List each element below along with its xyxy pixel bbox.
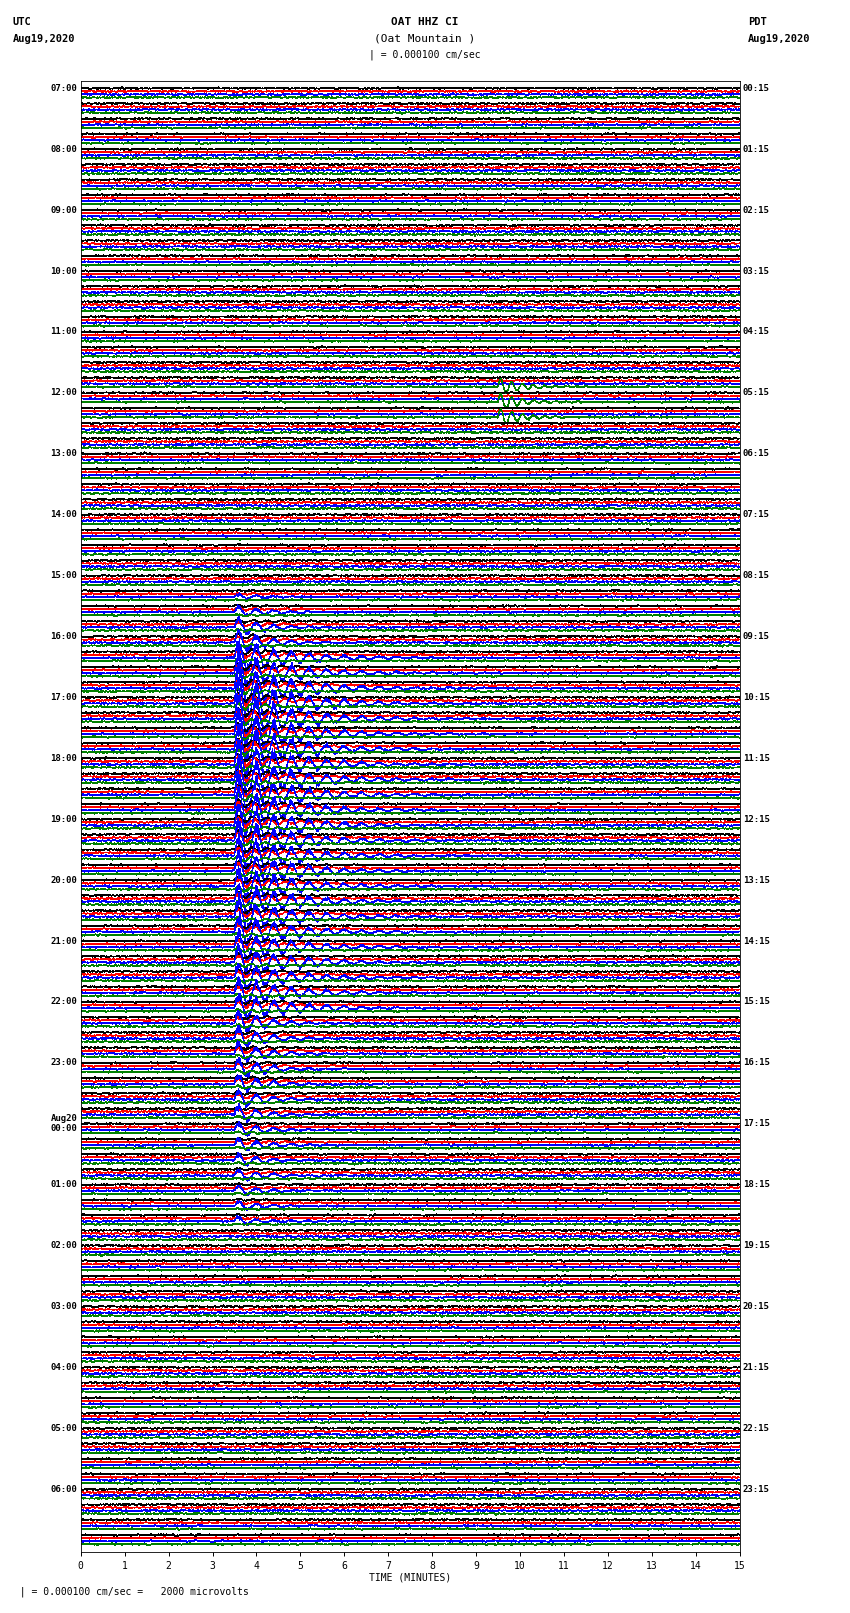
Text: 21:00: 21:00 (51, 937, 77, 945)
Text: 03:00: 03:00 (51, 1302, 77, 1311)
Text: 12:15: 12:15 (743, 815, 769, 824)
Text: 06:15: 06:15 (743, 450, 769, 458)
Text: PDT: PDT (748, 18, 767, 27)
Text: 04:15: 04:15 (743, 327, 769, 337)
Text: 14:00: 14:00 (51, 510, 77, 519)
Text: 20:15: 20:15 (743, 1302, 769, 1311)
Text: 05:15: 05:15 (743, 389, 769, 397)
Text: 09:15: 09:15 (743, 632, 769, 640)
Text: 07:00: 07:00 (51, 84, 77, 94)
Text: 22:00: 22:00 (51, 997, 77, 1007)
Text: 07:15: 07:15 (743, 510, 769, 519)
Text: 11:15: 11:15 (743, 753, 769, 763)
Text: 10:15: 10:15 (743, 694, 769, 702)
Text: 18:00: 18:00 (51, 753, 77, 763)
Text: 08:00: 08:00 (51, 145, 77, 153)
Text: 16:15: 16:15 (743, 1058, 769, 1068)
Text: 00:15: 00:15 (743, 84, 769, 94)
Text: 21:15: 21:15 (743, 1363, 769, 1373)
Text: 02:00: 02:00 (51, 1240, 77, 1250)
Text: 22:15: 22:15 (743, 1424, 769, 1432)
Text: 17:00: 17:00 (51, 694, 77, 702)
Text: 17:15: 17:15 (743, 1119, 769, 1127)
Text: 19:00: 19:00 (51, 815, 77, 824)
Text: (Oat Mountain ): (Oat Mountain ) (374, 34, 476, 44)
Text: 14:15: 14:15 (743, 937, 769, 945)
Text: | = 0.000100 cm/sec: | = 0.000100 cm/sec (369, 48, 481, 60)
Text: 03:15: 03:15 (743, 266, 769, 276)
Text: 04:00: 04:00 (51, 1363, 77, 1373)
Text: 09:00: 09:00 (51, 205, 77, 215)
Text: Aug19,2020: Aug19,2020 (13, 34, 76, 44)
Text: 05:00: 05:00 (51, 1424, 77, 1432)
Text: 08:15: 08:15 (743, 571, 769, 581)
Text: 13:00: 13:00 (51, 450, 77, 458)
Text: 12:00: 12:00 (51, 389, 77, 397)
Text: 15:15: 15:15 (743, 997, 769, 1007)
Text: 20:00: 20:00 (51, 876, 77, 884)
Text: 10:00: 10:00 (51, 266, 77, 276)
Text: Aug20
00:00: Aug20 00:00 (51, 1115, 77, 1134)
Text: UTC: UTC (13, 18, 31, 27)
Text: Aug19,2020: Aug19,2020 (748, 34, 811, 44)
Text: 23:15: 23:15 (743, 1486, 769, 1494)
Text: | = 0.000100 cm/sec =   2000 microvolts: | = 0.000100 cm/sec = 2000 microvolts (8, 1586, 249, 1597)
Text: 02:15: 02:15 (743, 205, 769, 215)
Text: 18:15: 18:15 (743, 1181, 769, 1189)
Text: 16:00: 16:00 (51, 632, 77, 640)
Text: 19:15: 19:15 (743, 1240, 769, 1250)
Text: 01:15: 01:15 (743, 145, 769, 153)
Text: 06:00: 06:00 (51, 1486, 77, 1494)
Text: 11:00: 11:00 (51, 327, 77, 337)
Text: 13:15: 13:15 (743, 876, 769, 884)
Text: OAT HHZ CI: OAT HHZ CI (391, 18, 459, 27)
X-axis label: TIME (MINUTES): TIME (MINUTES) (369, 1573, 451, 1582)
Text: 15:00: 15:00 (51, 571, 77, 581)
Text: 01:00: 01:00 (51, 1181, 77, 1189)
Text: 23:00: 23:00 (51, 1058, 77, 1068)
